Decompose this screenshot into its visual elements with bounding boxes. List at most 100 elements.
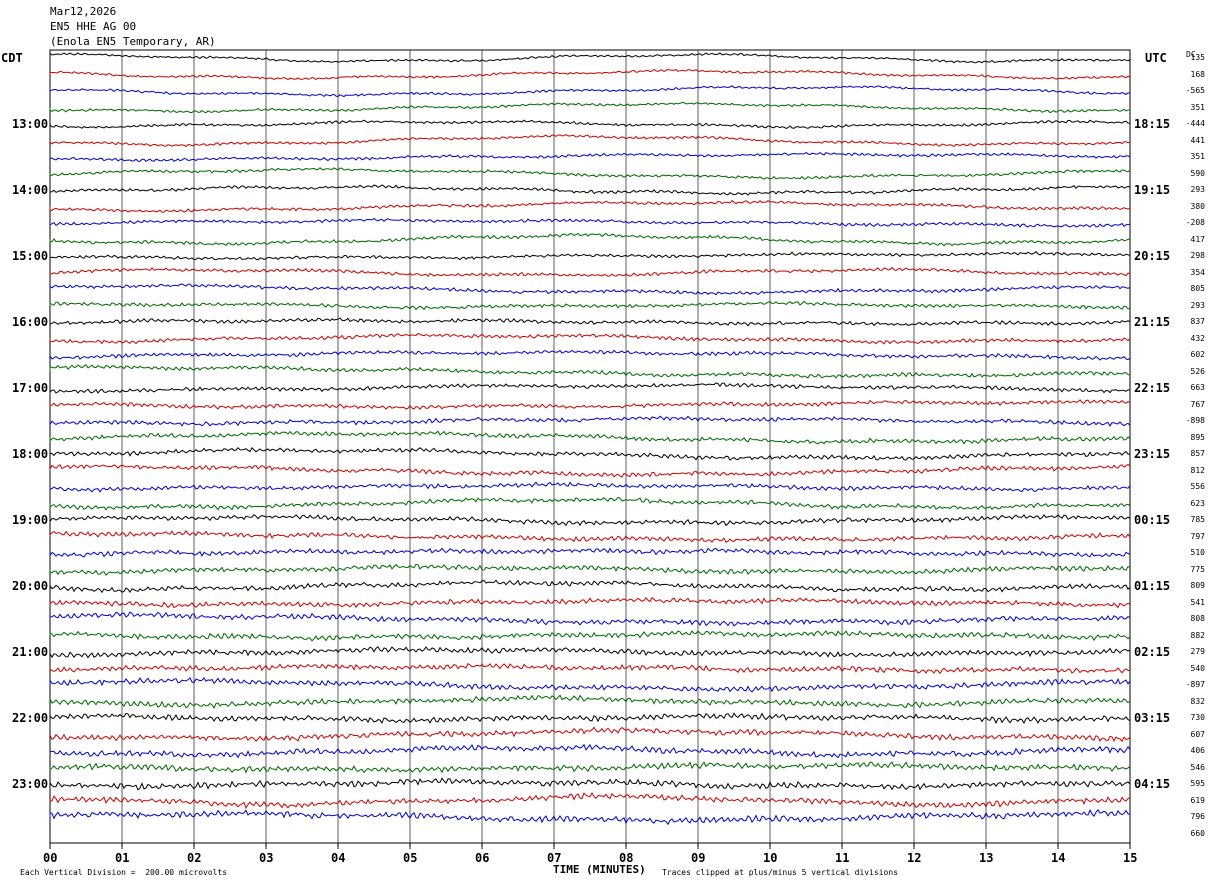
utc-hour-label: 20:15 bbox=[1134, 249, 1171, 263]
dc-offset-label: 168 bbox=[1190, 69, 1205, 79]
dc-offset-label: 832 bbox=[1190, 696, 1205, 706]
seismic-trace bbox=[49, 761, 1131, 774]
x-tick-label: 09 bbox=[691, 851, 706, 865]
utc-hour-label: 04:15 bbox=[1134, 777, 1171, 791]
cdt-hour-label: 14:00 bbox=[12, 183, 49, 197]
dc-offset-label: 767 bbox=[1190, 399, 1205, 409]
dc-offset-label: -444 bbox=[1185, 119, 1205, 128]
utc-hour-label: 02:15 bbox=[1134, 645, 1171, 659]
seismic-trace bbox=[49, 101, 1131, 114]
cdt-hour-label: 23:00 bbox=[12, 777, 49, 791]
seismic-trace bbox=[49, 184, 1131, 196]
dc-offset-label: 812 bbox=[1190, 465, 1205, 475]
seismic-trace bbox=[49, 530, 1131, 543]
seismic-trace bbox=[49, 283, 1131, 296]
dc-offset-label: 406 bbox=[1190, 746, 1205, 755]
seismic-trace bbox=[49, 199, 1131, 213]
dc-offset-label: 417 bbox=[1190, 234, 1205, 244]
x-tick-label: 10 bbox=[763, 851, 778, 865]
x-tick-label: 14 bbox=[1051, 851, 1066, 865]
cdt-hour-label: 15:00 bbox=[12, 249, 49, 263]
seismic-trace bbox=[49, 726, 1131, 743]
seismic-trace bbox=[49, 52, 1131, 64]
utc-hour-label: 19:15 bbox=[1134, 183, 1171, 197]
seismic-trace bbox=[49, 415, 1131, 427]
dc-offset-label: 351 bbox=[1190, 102, 1205, 112]
dc-offset-label: 293 bbox=[1190, 300, 1205, 310]
seismic-trace bbox=[49, 68, 1131, 81]
dc-offset-label: 293 bbox=[1190, 185, 1205, 194]
dc-offset-label: 796 bbox=[1190, 812, 1205, 821]
dc-offset-label: 546 bbox=[1190, 762, 1205, 772]
cdt-hour-label: 17:00 bbox=[12, 381, 49, 395]
dc-offset-label: 602 bbox=[1190, 350, 1205, 359]
seismic-trace bbox=[49, 167, 1131, 180]
seismic-trace bbox=[49, 317, 1131, 327]
dc-offset-label: 354 bbox=[1190, 267, 1205, 277]
dc-offset-label: 623 bbox=[1190, 498, 1205, 508]
dc-offset-label: -897 bbox=[1185, 680, 1205, 689]
utc-hour-label: 00:15 bbox=[1134, 513, 1171, 527]
seismic-trace bbox=[49, 332, 1131, 345]
x-tick-label: 13 bbox=[979, 851, 994, 865]
seismic-trace bbox=[49, 463, 1131, 478]
dc-offset-label: 805 bbox=[1190, 284, 1205, 293]
dc-offset-label: 785 bbox=[1190, 515, 1205, 524]
cdt-hour-label: 20:00 bbox=[12, 579, 49, 593]
dc-offset-label: 808 bbox=[1190, 614, 1205, 623]
seismic-trace bbox=[49, 646, 1131, 659]
seismic-trace bbox=[49, 151, 1131, 163]
station-label: EN5 HHE AG 00 bbox=[50, 20, 137, 33]
dc-offset-label: 590 bbox=[1190, 168, 1205, 178]
dc-offset-label: 837 bbox=[1190, 317, 1205, 326]
dc-offset-label: 797 bbox=[1190, 531, 1205, 541]
dc-offset-label: 775 bbox=[1190, 564, 1205, 574]
clip-note: Traces clipped at plus/minus 5 vertical … bbox=[662, 868, 899, 877]
seismic-trace bbox=[49, 514, 1131, 527]
seismic-trace bbox=[49, 430, 1131, 445]
dc-offset-label: 510 bbox=[1190, 548, 1205, 557]
dc-offset-label: 663 bbox=[1190, 383, 1205, 392]
seismic-trace bbox=[49, 676, 1131, 693]
dc-offset-label: 730 bbox=[1190, 713, 1205, 722]
dc-offset-label: 809 bbox=[1190, 581, 1205, 590]
dc-offset-label: 660 bbox=[1190, 828, 1205, 838]
seismic-trace bbox=[49, 266, 1131, 277]
cdt-hour-label: 16:00 bbox=[12, 315, 49, 329]
seismic-trace bbox=[49, 791, 1131, 810]
x-tick-label: 05 bbox=[403, 851, 418, 865]
seismic-trace bbox=[49, 809, 1131, 826]
dc-offset-label: -898 bbox=[1185, 416, 1205, 425]
dc-offset-label: 380 bbox=[1190, 201, 1205, 211]
dc-offset-label: 595 bbox=[1190, 779, 1205, 788]
dc-offset-label: 351 bbox=[1190, 152, 1205, 161]
x-tick-label: 11 bbox=[835, 851, 850, 865]
cdt-hour-label: 21:00 bbox=[12, 645, 49, 659]
seismic-trace bbox=[49, 364, 1131, 379]
utc-hour-label: 18:15 bbox=[1134, 117, 1171, 131]
seismic-trace bbox=[49, 694, 1131, 709]
seismic-trace bbox=[49, 579, 1131, 594]
location-label: (Enola EN5 Temporary, AR) bbox=[50, 35, 216, 48]
seismic-trace bbox=[49, 134, 1131, 148]
dc-offset-label: 556 bbox=[1190, 482, 1205, 491]
seismic-trace bbox=[49, 563, 1131, 576]
x-tick-label: 01 bbox=[115, 851, 130, 865]
dc-offset-label: 298 bbox=[1190, 251, 1205, 260]
x-tick-label: 08 bbox=[619, 851, 634, 865]
x-tick-label: 12 bbox=[907, 851, 922, 865]
x-tick-label: 04 bbox=[331, 851, 346, 865]
cdt-hour-label: 13:00 bbox=[12, 117, 49, 131]
dc-header-label: DC bbox=[1186, 50, 1196, 59]
seismic-trace bbox=[49, 382, 1130, 394]
seismic-trace bbox=[49, 611, 1131, 627]
dc-offset-label: 279 bbox=[1190, 647, 1205, 656]
utc-hour-label: 21:15 bbox=[1134, 315, 1171, 329]
seismic-trace bbox=[49, 85, 1131, 98]
seismic-trace bbox=[49, 217, 1131, 228]
seismic-trace bbox=[49, 119, 1131, 129]
dc-offset-label: 432 bbox=[1190, 333, 1205, 343]
utc-hour-label: 03:15 bbox=[1134, 711, 1171, 725]
plot-frame bbox=[49, 49, 1131, 844]
